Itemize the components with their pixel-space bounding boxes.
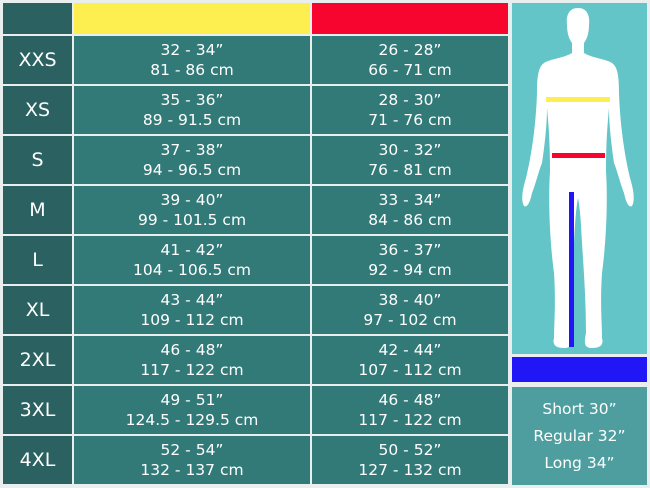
chest-measure-line xyxy=(546,97,610,102)
size-label: XL xyxy=(25,299,50,321)
chest-cell: 37 - 38” 94 - 96.5 cm xyxy=(74,136,310,184)
waist-cell: 50 - 52” 127 - 132 cm xyxy=(312,436,508,484)
waist-inches: 28 - 30” xyxy=(378,91,442,109)
size-label-cell: S xyxy=(3,136,72,184)
body-figure-icon xyxy=(522,8,634,348)
leg-length-regular: Regular 32” xyxy=(533,427,626,445)
chest-cm: 89 - 91.5 cm xyxy=(142,111,242,129)
size-label: 3XL xyxy=(19,399,56,421)
waist-cm: 84 - 86 cm xyxy=(368,211,452,229)
chest-cell: 35 - 36” 89 - 91.5 cm xyxy=(74,86,310,134)
waist-cell: 42 - 44” 107 - 112 cm xyxy=(312,336,508,384)
waist-cm: 71 - 76 cm xyxy=(368,111,452,129)
leg-length-short: Short 30” xyxy=(542,400,617,418)
waist-measure-line xyxy=(552,153,605,158)
size-label-cell: XS xyxy=(3,86,72,134)
chest-inches: 52 - 54” xyxy=(160,441,224,459)
waist-cell: 30 - 32” 76 - 81 cm xyxy=(312,136,508,184)
size-label: S xyxy=(31,149,44,171)
chest-cm: 94 - 96.5 cm xyxy=(142,161,242,179)
size-label-cell: XL xyxy=(3,286,72,334)
waist-inches: 46 - 48” xyxy=(378,391,442,409)
chest-cm: 124.5 - 129.5 cm xyxy=(125,411,259,429)
size-label-cell: 4XL xyxy=(3,436,72,484)
waist-header-swatch xyxy=(312,3,508,34)
leg-length-box: Short 30” Regular 32” Long 34” xyxy=(512,387,647,485)
size-label: M xyxy=(29,199,46,221)
waist-cm: 107 - 112 cm xyxy=(358,361,462,379)
waist-inches: 26 - 28” xyxy=(378,41,442,59)
chest-inches: 49 - 51” xyxy=(160,391,224,409)
waist-inches: 36 - 37” xyxy=(378,241,442,259)
chest-cm: 109 - 112 cm xyxy=(140,311,244,329)
waist-inches: 38 - 40” xyxy=(378,291,442,309)
waist-cm: 97 - 102 cm xyxy=(363,311,457,329)
chest-inches: 39 - 40” xyxy=(160,191,224,209)
waist-cell: 28 - 30” 71 - 76 cm xyxy=(312,86,508,134)
chest-inches: 35 - 36” xyxy=(160,91,224,109)
size-label: 4XL xyxy=(19,449,56,471)
waist-cell: 38 - 40” 97 - 102 cm xyxy=(312,286,508,334)
chest-inches: 46 - 48” xyxy=(160,341,224,359)
chest-cell: 49 - 51” 124.5 - 129.5 cm xyxy=(74,386,310,434)
waist-cell: 46 - 48” 117 - 122 cm xyxy=(312,386,508,434)
leg-length-long: Long 34” xyxy=(544,454,615,472)
waist-cell: 36 - 37” 92 - 94 cm xyxy=(312,236,508,284)
chest-header-swatch xyxy=(74,3,310,34)
waist-inches: 33 - 34” xyxy=(378,191,442,209)
chest-cm: 81 - 86 cm xyxy=(150,61,234,79)
waist-cell: 33 - 34” 84 - 86 cm xyxy=(312,186,508,234)
chest-cm: 104 - 106.5 cm xyxy=(133,261,251,279)
waist-cm: 76 - 81 cm xyxy=(368,161,452,179)
chest-cm: 132 - 137 cm xyxy=(140,461,244,479)
chest-inches: 37 - 38” xyxy=(160,141,224,159)
size-label: 2XL xyxy=(19,349,56,371)
inseam-measure-line xyxy=(569,192,574,347)
waist-cell: 26 - 28” 66 - 71 cm xyxy=(312,36,508,84)
waist-cm: 117 - 122 cm xyxy=(358,411,462,429)
size-label-cell: M xyxy=(3,186,72,234)
chest-cell: 52 - 54” 132 - 137 cm xyxy=(74,436,310,484)
chest-cell: 39 - 40” 99 - 101.5 cm xyxy=(74,186,310,234)
waist-cm: 92 - 94 cm xyxy=(368,261,452,279)
waist-cm: 66 - 71 cm xyxy=(368,61,452,79)
chest-cm: 117 - 122 cm xyxy=(140,361,244,379)
waist-inches: 42 - 44” xyxy=(378,341,442,359)
chest-inches: 32 - 34” xyxy=(160,41,224,59)
size-label-cell: 2XL xyxy=(3,336,72,384)
size-label: XXS xyxy=(18,49,57,71)
chest-cell: 46 - 48” 117 - 122 cm xyxy=(74,336,310,384)
size-label: L xyxy=(32,249,43,271)
chest-cell: 43 - 44” 109 - 112 cm xyxy=(74,286,310,334)
chest-cell: 32 - 34” 81 - 86 cm xyxy=(74,36,310,84)
chest-inches: 43 - 44” xyxy=(160,291,224,309)
waist-inches: 50 - 52” xyxy=(378,441,442,459)
waist-cm: 127 - 132 cm xyxy=(358,461,462,479)
chest-cell: 41 - 42” 104 - 106.5 cm xyxy=(74,236,310,284)
size-label-cell: L xyxy=(3,236,72,284)
waist-inches: 30 - 32” xyxy=(378,141,442,159)
size-label-cell: XXS xyxy=(3,36,72,84)
chest-cm: 99 - 101.5 cm xyxy=(137,211,247,229)
size-label: XS xyxy=(24,99,51,121)
body-figure-panel xyxy=(512,3,647,354)
chest-inches: 41 - 42” xyxy=(160,241,224,259)
inseam-header-swatch xyxy=(512,357,647,382)
corner-header xyxy=(3,3,72,34)
size-label-cell: 3XL xyxy=(3,386,72,434)
